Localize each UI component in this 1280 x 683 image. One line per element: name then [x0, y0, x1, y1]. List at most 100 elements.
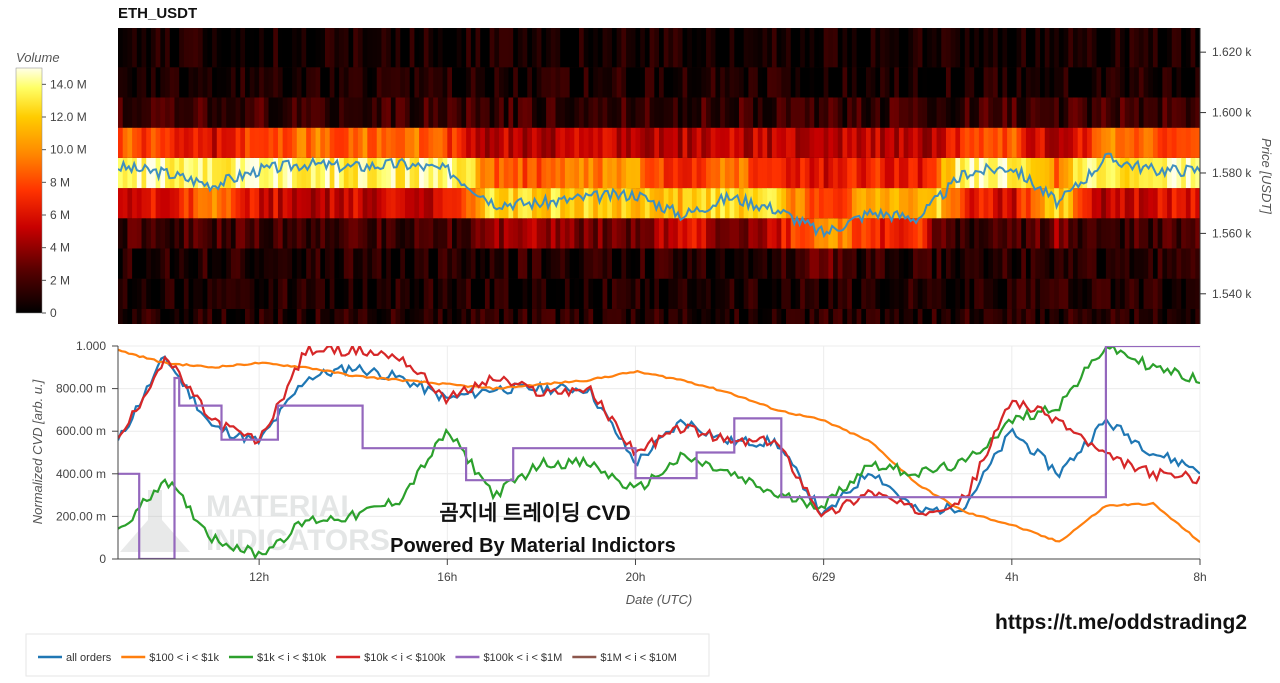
- heatmap-cell: [423, 218, 430, 249]
- heatmap-cell: [644, 188, 651, 219]
- heatmap-cell: [1148, 28, 1154, 68]
- heatmap-cell: [894, 157, 900, 189]
- heatmap-cell: [715, 97, 721, 128]
- heatmap-cell: [1138, 127, 1145, 158]
- heatmap-cell: [691, 188, 698, 219]
- heatmap-cell: [1016, 188, 1022, 219]
- heatmap-cell: [329, 278, 335, 309]
- heatmap-cell: [546, 28, 552, 68]
- heatmap-cell: [367, 127, 373, 158]
- telegram-link[interactable]: https://t.me/oddstrading2: [995, 611, 1247, 634]
- heatmap-cell: [503, 28, 510, 68]
- heatmap-cell: [292, 248, 298, 279]
- heatmap-cell: [499, 308, 505, 324]
- heatmap-cell: [626, 278, 632, 309]
- heatmap-cell: [226, 28, 232, 68]
- heatmap-cell: [282, 188, 288, 219]
- heatmap-cell: [988, 127, 994, 158]
- heatmap-cell: [169, 157, 176, 189]
- heatmap-cell: [494, 157, 500, 189]
- heatmap-cell: [362, 188, 368, 219]
- heatmap-cell: [1054, 157, 1060, 189]
- heatmap-cell: [1058, 127, 1065, 158]
- heatmap-cell: [259, 67, 265, 98]
- heatmap-cell: [795, 157, 801, 189]
- heatmap-cell: [367, 157, 373, 189]
- heatmap-cell: [569, 127, 575, 158]
- heatmap-cell: [127, 127, 133, 158]
- heatmap-cell: [757, 308, 764, 324]
- heatmap-cell: [489, 28, 495, 68]
- heatmap-cell: [865, 157, 872, 189]
- heatmap-cell: [221, 28, 227, 68]
- heatmap-cell: [546, 127, 552, 158]
- heatmap-cell: [771, 248, 778, 279]
- heatmap-cell: [771, 157, 778, 189]
- legend-box: [25, 633, 710, 677]
- heatmap-cell: [480, 248, 486, 279]
- heatmap-cell: [861, 248, 867, 279]
- heatmap-cell: [1035, 248, 1041, 279]
- heatmap-cell: [527, 97, 533, 128]
- heatmap-cell: [141, 218, 147, 249]
- heatmap-cell: [494, 308, 500, 324]
- heatmap-cell: [701, 28, 707, 68]
- cvd-series-line: [118, 346, 1200, 518]
- heatmap-cell: [1110, 97, 1116, 128]
- heatmap-cell: [343, 67, 350, 98]
- heatmap-cell: [541, 127, 547, 158]
- heatmap-cell: [447, 127, 453, 158]
- heatmap-cell: [964, 28, 971, 68]
- heatmap-cell: [508, 308, 514, 324]
- heatmap-cell: [1068, 157, 1074, 189]
- heatmap-cell: [870, 97, 876, 128]
- heatmap-cell: [663, 127, 670, 158]
- heatmap-title: ETH_USDT: [118, 5, 197, 22]
- heatmap-cell: [818, 188, 825, 219]
- heatmap-cell: [1002, 248, 1008, 279]
- heatmap-cell: [917, 278, 924, 309]
- heatmap-cell: [249, 278, 256, 309]
- heatmap-cell: [433, 218, 439, 249]
- heatmap-cell: [767, 127, 773, 158]
- heatmap-cell: [235, 218, 241, 249]
- heatmap-cell: [626, 248, 632, 279]
- heatmap-cell: [1152, 188, 1159, 219]
- heatmap-cell: [484, 127, 491, 158]
- heatmap-cell: [1190, 67, 1196, 98]
- heatmap-cell: [1110, 67, 1116, 98]
- heatmap-cell: [1115, 248, 1121, 279]
- heatmap-cell: [894, 127, 900, 158]
- heatmap-cell: [993, 278, 999, 309]
- heatmap-cell: [748, 97, 754, 128]
- heatmap-cell: [221, 97, 227, 128]
- heatmap-cell: [437, 248, 444, 279]
- heatmap-cell: [644, 157, 651, 189]
- heatmap-cell: [343, 157, 350, 189]
- heatmap-cell: [212, 308, 218, 324]
- heatmap-cell: [174, 127, 180, 158]
- heatmap-cell: [1157, 28, 1163, 68]
- heatmap-cell: [668, 248, 674, 279]
- heatmap-cell: [616, 127, 622, 158]
- heatmap-cell: [753, 188, 759, 219]
- heatmap-cell: [1110, 127, 1116, 158]
- heatmap-cell: [334, 97, 340, 128]
- heatmap-cell: [320, 278, 326, 309]
- heatmap-cell: [324, 28, 331, 68]
- heatmap-cell: [466, 188, 472, 219]
- heatmap-cell: [1035, 157, 1041, 189]
- heatmap-cell: [499, 157, 505, 189]
- heatmap-cell: [1096, 218, 1102, 249]
- heatmap-cell: [273, 308, 279, 324]
- heatmap-cell: [1195, 28, 1200, 68]
- heatmap-cell: [593, 97, 599, 128]
- heatmap-cell: [475, 308, 481, 324]
- heatmap-cell: [1007, 188, 1013, 219]
- heatmap-cell: [936, 67, 942, 98]
- heatmap-cell: [588, 308, 594, 324]
- heatmap-cell: [706, 67, 712, 98]
- heatmap-cell: [724, 67, 731, 98]
- heatmap-cell: [1049, 278, 1055, 309]
